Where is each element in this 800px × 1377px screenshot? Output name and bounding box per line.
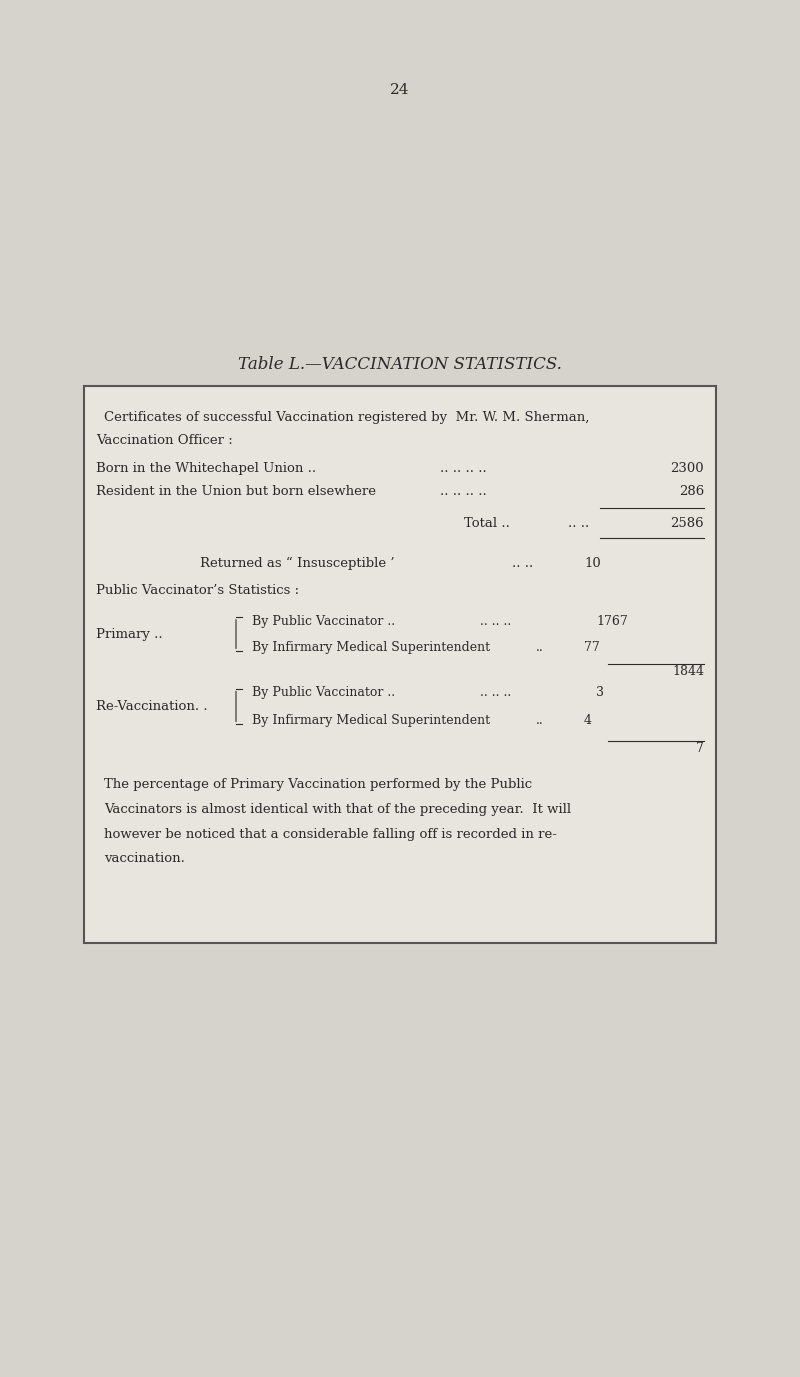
- Text: Resident in the Union but born elsewhere: Resident in the Union but born elsewhere: [96, 485, 376, 498]
- Text: 4: 4: [584, 713, 592, 727]
- Text: Vaccination Officer :: Vaccination Officer :: [96, 434, 233, 448]
- Text: .. ..: .. ..: [568, 516, 590, 530]
- Text: .. .. .. ..: .. .. .. ..: [440, 461, 486, 475]
- Text: ..: ..: [536, 713, 544, 727]
- Text: 3: 3: [596, 686, 604, 700]
- Text: vaccination.: vaccination.: [104, 852, 185, 865]
- Text: Public Vaccinator’s Statistics :: Public Vaccinator’s Statistics :: [96, 584, 299, 598]
- Text: Primary ..: Primary ..: [96, 628, 162, 640]
- Text: ..: ..: [536, 640, 544, 654]
- Text: 1767: 1767: [596, 614, 628, 628]
- Text: .. .. ..: .. .. ..: [480, 614, 511, 628]
- Text: .. .. .. ..: .. .. .. ..: [440, 485, 486, 498]
- Text: 286: 286: [678, 485, 704, 498]
- Text: Table L.—VACCINATION STATISTICS.: Table L.—VACCINATION STATISTICS.: [238, 357, 562, 373]
- Text: 77: 77: [584, 640, 600, 654]
- Text: By Infirmary Medical Superintendent: By Infirmary Medical Superintendent: [252, 640, 490, 654]
- Text: Re-Vaccination. .: Re-Vaccination. .: [96, 700, 208, 713]
- Text: By Public Vaccinator ..: By Public Vaccinator ..: [252, 614, 395, 628]
- Text: 2300: 2300: [670, 461, 704, 475]
- Text: Returned as “ Insusceptible ’: Returned as “ Insusceptible ’: [200, 556, 394, 570]
- Text: 7: 7: [696, 742, 704, 755]
- Text: By Public Vaccinator ..: By Public Vaccinator ..: [252, 686, 395, 700]
- Text: .. ..: .. ..: [512, 556, 534, 570]
- Text: Born in the Whitechapel Union ..: Born in the Whitechapel Union ..: [96, 461, 316, 475]
- Text: .. .. ..: .. .. ..: [480, 686, 511, 700]
- Text: Certificates of successful Vaccination registered by  Mr. W. M. Sherman,: Certificates of successful Vaccination r…: [104, 410, 590, 424]
- Text: Vaccinators is almost identical with that of the preceding year.  It will: Vaccinators is almost identical with tha…: [104, 803, 571, 815]
- FancyBboxPatch shape: [84, 386, 716, 943]
- Text: 10: 10: [584, 556, 601, 570]
- Text: The percentage of Primary Vaccination performed by the Public: The percentage of Primary Vaccination pe…: [104, 778, 532, 790]
- Text: By Infirmary Medical Superintendent: By Infirmary Medical Superintendent: [252, 713, 490, 727]
- Text: 1844: 1844: [672, 665, 704, 677]
- Text: 2586: 2586: [670, 516, 704, 530]
- Text: Total ..: Total ..: [464, 516, 510, 530]
- Text: however be noticed that a considerable falling off is recorded in re-: however be noticed that a considerable f…: [104, 828, 557, 840]
- Text: 24: 24: [390, 83, 410, 96]
